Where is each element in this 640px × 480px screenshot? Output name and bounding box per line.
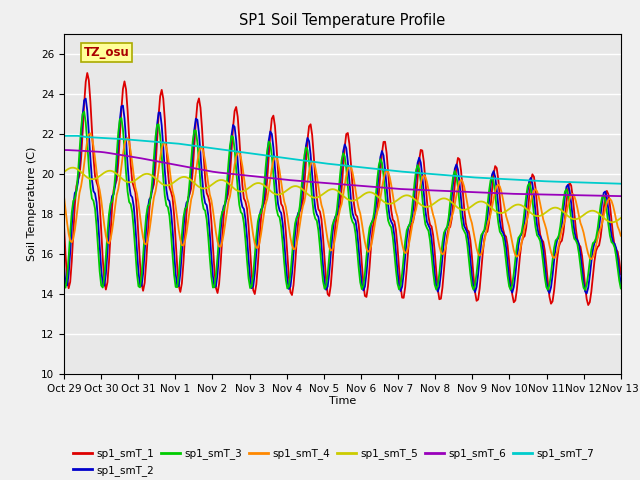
sp1_smT_2 [130,204,138,210]
sp1_smT_7 [226,148,234,154]
sp1_smT_1 [305,123,313,129]
sp1_smT_4 [228,184,236,190]
sp1_smT_1 [246,247,254,253]
Line: sp1_smT_5: sp1_smT_5 [64,168,621,222]
sp1_smT_7 [303,158,311,164]
sp1_smT_6 [254,174,262,180]
sp1_smT_7 [254,152,262,157]
sp1_smT_1 [60,223,68,228]
sp1_smT_5 [60,169,68,175]
sp1_smT_6 [244,173,252,179]
sp1_smT_3 [617,286,625,291]
sp1_smT_1 [228,149,236,155]
sp1_smT_6 [226,171,234,177]
sp1_smT_6 [60,147,68,153]
Legend: sp1_smT_1, sp1_smT_2, sp1_smT_3, sp1_smT_4, sp1_smT_5, sp1_smT_6, sp1_smT_7: sp1_smT_1, sp1_smT_2, sp1_smT_3, sp1_smT… [69,444,598,480]
sp1_smT_5 [130,178,138,184]
sp1_smT_4 [588,256,595,262]
sp1_smT_2 [255,214,263,219]
sp1_smT_2 [305,138,313,144]
sp1_smT_3 [60,282,68,288]
Y-axis label: Soil Temperature (C): Soil Temperature (C) [27,147,37,261]
sp1_smT_3 [255,212,263,217]
sp1_smT_3 [305,159,313,165]
sp1_smT_4 [246,210,254,216]
sp1_smT_5 [255,180,263,186]
sp1_smT_6 [586,192,594,198]
sp1_smT_4 [305,169,313,175]
sp1_smT_2 [617,281,625,287]
sp1_smT_6 [129,154,136,160]
sp1_smT_7 [244,150,252,156]
X-axis label: Time: Time [329,396,356,406]
sp1_smT_1 [589,274,596,279]
sp1_smT_5 [588,208,595,214]
sp1_smT_4 [86,131,94,136]
sp1_smT_2 [583,290,591,296]
sp1_smT_3 [130,227,138,233]
sp1_smT_2 [82,96,90,101]
Line: sp1_smT_7: sp1_smT_7 [64,136,621,184]
sp1_smT_4 [617,233,625,239]
sp1_smT_4 [255,240,263,246]
sp1_smT_7 [129,137,136,143]
sp1_smT_1 [83,70,91,76]
sp1_smT_2 [60,264,68,270]
sp1_smT_7 [586,180,594,186]
sp1_smT_5 [305,192,313,198]
sp1_smT_2 [228,132,236,138]
sp1_smT_5 [617,215,625,221]
sp1_smT_1 [255,237,263,243]
sp1_smT_1 [617,271,625,277]
Line: sp1_smT_3: sp1_smT_3 [64,112,621,290]
sp1_smT_5 [246,184,254,190]
sp1_smT_4 [130,173,138,179]
sp1_smT_2 [246,276,254,281]
Line: sp1_smT_6: sp1_smT_6 [64,150,621,196]
sp1_smT_2 [589,247,596,252]
Text: TZ_osu: TZ_osu [83,46,129,59]
sp1_smT_3 [81,109,88,115]
sp1_smT_7 [617,181,625,187]
sp1_smT_3 [581,287,589,293]
sp1_smT_3 [228,133,236,139]
Line: sp1_smT_4: sp1_smT_4 [64,133,621,259]
sp1_smT_5 [228,183,236,189]
sp1_smT_4 [589,254,596,260]
sp1_smT_4 [60,193,68,199]
sp1_smT_1 [584,302,592,308]
Title: SP1 Soil Temperature Profile: SP1 Soil Temperature Profile [239,13,445,28]
sp1_smT_3 [246,285,254,291]
sp1_smT_6 [617,193,625,199]
sp1_smT_5 [70,165,77,170]
sp1_smT_7 [60,133,68,139]
Line: sp1_smT_1: sp1_smT_1 [64,73,621,305]
sp1_smT_1 [130,184,138,190]
sp1_smT_6 [303,179,311,184]
Line: sp1_smT_2: sp1_smT_2 [64,98,621,293]
sp1_smT_3 [589,240,596,246]
sp1_smT_5 [607,219,615,225]
